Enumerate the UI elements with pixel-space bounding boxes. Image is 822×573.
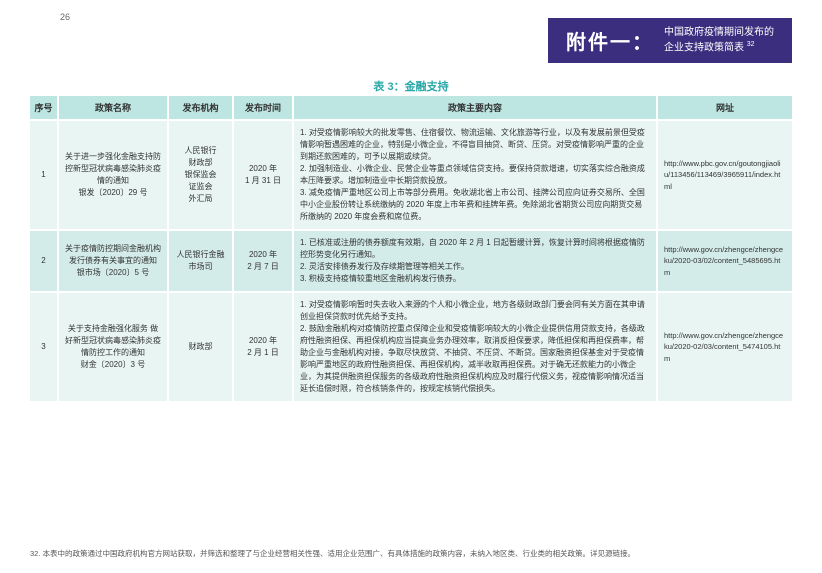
cell-seq: 2 <box>30 230 58 292</box>
cell-body: 1. 对受疫情影响较大的批发零售、住宿餐饮、物流运输、文化旅游等行业，以及有发展… <box>293 120 657 230</box>
table-row: 1关于进一步强化金融支持防控新型冠状病毒感染肺炎疫情的通知 银发〔2020〕29… <box>30 120 792 230</box>
cell-date: 2020 年 2 月 7 日 <box>233 230 293 292</box>
cell-name: 关于支持金融强化服务 做好新型冠状病毒感染肺炎疫情防控工作的通知 财金〔2020… <box>58 292 168 402</box>
cell-seq: 1 <box>30 120 58 230</box>
cell-name: 关于进一步强化金融支持防控新型冠状病毒感染肺炎疫情的通知 银发〔2020〕29 … <box>58 120 168 230</box>
cell-body: 1. 已核准或注册的债券额度有效期，自 2020 年 2 月 1 日起暂缓计算，… <box>293 230 657 292</box>
policy-table: 序号 政策名称 发布机构 发布时间 政策主要内容 网址 1关于进一步强化金融支持… <box>30 96 792 403</box>
col-date: 发布时间 <box>233 96 293 120</box>
cell-date: 2020 年 1 月 31 日 <box>233 120 293 230</box>
appendix-header: 附件一： 中国政府疫情期间发布的 企业支持政策简表 32 <box>548 18 792 63</box>
cell-url: http://www.pbc.gov.cn/goutongjiaoliu/113… <box>657 120 792 230</box>
col-seq: 序号 <box>30 96 58 120</box>
cell-name: 关于疫情防控期间金融机构发行债券有关事宜的通知 银市场〔2020〕5 号 <box>58 230 168 292</box>
table-header-row: 序号 政策名称 发布机构 发布时间 政策主要内容 网址 <box>30 96 792 120</box>
cell-seq: 3 <box>30 292 58 402</box>
table-title: 表 3：金融支持 <box>0 78 822 94</box>
cell-url: http://www.gov.cn/zhengce/zhengceku/2020… <box>657 292 792 402</box>
cell-url: http://www.gov.cn/zhengce/zhengceku/2020… <box>657 230 792 292</box>
cell-body: 1. 对受疫情影响暂时失去收入来源的个人和小微企业，地方各级财政部门要会同有关方… <box>293 292 657 402</box>
table-row: 2关于疫情防控期间金融机构发行债券有关事宜的通知 银市场〔2020〕5 号人民银… <box>30 230 792 292</box>
appendix-title: 附件一： <box>566 26 654 55</box>
table-row: 3关于支持金融强化服务 做好新型冠状病毒感染肺炎疫情防控工作的通知 财金〔202… <box>30 292 792 402</box>
col-url: 网址 <box>657 96 792 120</box>
appendix-subtitle: 中国政府疫情期间发布的 企业支持政策简表 32 <box>664 26 774 55</box>
col-body: 政策主要内容 <box>293 96 657 120</box>
col-org: 发布机构 <box>168 96 233 120</box>
policy-table-wrap: 序号 政策名称 发布机构 发布时间 政策主要内容 网址 1关于进一步强化金融支持… <box>30 96 792 403</box>
cell-date: 2020 年 2 月 1 日 <box>233 292 293 402</box>
cell-org: 人民银行 财政部 银保监会 证监会 外汇局 <box>168 120 233 230</box>
col-name: 政策名称 <box>58 96 168 120</box>
cell-org: 人民银行金融 市场司 <box>168 230 233 292</box>
cell-org: 财政部 <box>168 292 233 402</box>
footnote: 32. 本表中的政策通过中国政府机构官方网站获取，并筛选和整理了与企业经营相关性… <box>30 548 792 559</box>
page-number: 26 <box>60 12 70 22</box>
